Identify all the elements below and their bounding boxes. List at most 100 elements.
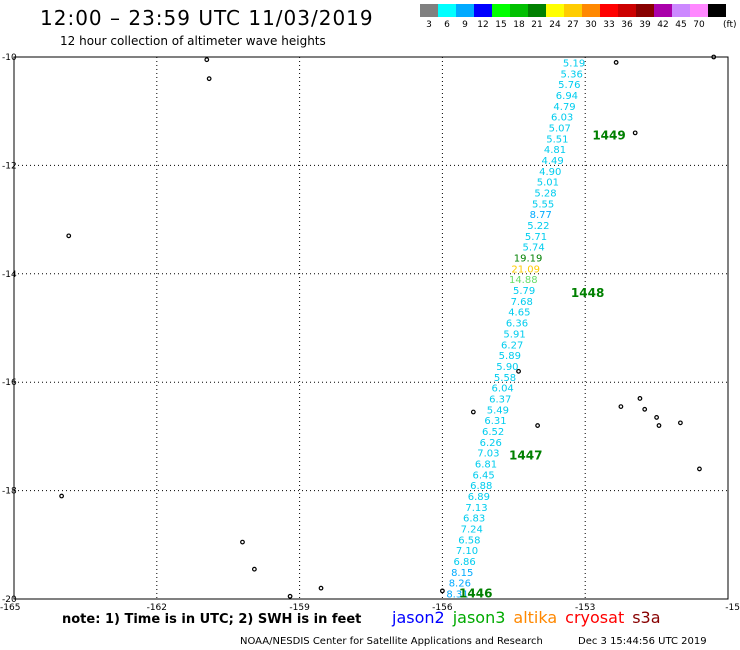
island-outline — [642, 406, 648, 412]
swh-value: 5.74 — [522, 243, 544, 254]
satellite-legend: jason2 jason3 altika cryosat s3a — [392, 608, 669, 627]
pass-number-label: 1449 — [592, 129, 625, 143]
lat-tick-label: -10 — [2, 53, 17, 63]
swh-value: 6.89 — [468, 492, 490, 503]
swh-value: 5.36 — [561, 69, 583, 80]
swh-value: 6.83 — [463, 514, 485, 525]
swh-value: 6.31 — [484, 416, 506, 427]
legend-swatch: 30 — [582, 4, 600, 30]
island-outline — [440, 588, 445, 594]
swh-value: 21.09 — [511, 264, 540, 275]
island-outline — [251, 566, 257, 572]
legend-swatch: 18 — [510, 4, 528, 30]
swh-value: 7.24 — [461, 525, 483, 536]
legend-swatch: 12 — [474, 4, 492, 30]
island-outline — [678, 420, 683, 426]
swh-value: 6.45 — [472, 470, 494, 481]
credit-line: NOAA/NESDIS Center for Satellite Applica… — [240, 636, 543, 647]
lat-tick-label: -12 — [2, 161, 17, 171]
legend-swatch: 24 — [546, 4, 564, 30]
legend-swatch — [708, 4, 726, 17]
legend-swatch: 9 — [456, 4, 474, 30]
swh-value: 4.81 — [544, 145, 566, 156]
swh-value: 5.19 — [563, 58, 585, 69]
lat-tick-label: -20 — [2, 595, 17, 605]
island-outline — [711, 54, 717, 60]
swh-value: 6.88 — [470, 481, 492, 492]
swh-value: 5.79 — [513, 286, 535, 297]
swh-value: 5.07 — [549, 123, 571, 134]
swh-value: 5.91 — [503, 329, 525, 340]
island-outline — [637, 396, 643, 401]
legend-label: 39 — [639, 20, 651, 30]
swh-value: 4.90 — [539, 167, 561, 178]
swh-value: 5.90 — [496, 362, 518, 373]
swh-value: 8.26 — [449, 579, 471, 590]
pass-number-label: 1447 — [509, 448, 542, 462]
legend-label: 24 — [549, 20, 561, 30]
legend-label: 6 — [444, 20, 450, 30]
lon-tick-label: -165 — [0, 603, 20, 613]
swh-value: 7.10 — [456, 546, 478, 557]
legend-swatch: 45 — [672, 4, 690, 30]
map-subtitle: 12 hour collection of altimeter wave hei… — [60, 34, 326, 48]
legend-label: 36 — [621, 20, 633, 30]
satellite-name: jason3 — [452, 608, 506, 627]
island-outline — [240, 539, 245, 545]
swh-value: 8.77 — [530, 210, 552, 221]
swh-value: 8.31 — [446, 590, 468, 601]
legend-swatch: 6 — [438, 4, 456, 30]
swh-value: 5.55 — [532, 199, 554, 210]
map-title: 12:00 – 23:59 UTC 11/03/2019 — [40, 6, 374, 30]
map-frame — [13, 56, 729, 600]
legend-label: 3 — [426, 20, 432, 30]
swh-value: 5.51 — [546, 134, 568, 145]
satellite-name: jason2 — [392, 608, 445, 627]
swh-value: 6.94 — [556, 91, 578, 102]
swh-track: 5.195.365.766.944.796.035.075.514.814.49… — [446, 58, 585, 600]
swh-value: 6.04 — [492, 384, 514, 395]
swh-value: 4.49 — [542, 156, 564, 167]
graticule — [14, 57, 728, 599]
footer-note: note: 1) Time is in UTC; 2) SWH is in fe… — [62, 612, 362, 627]
legend-label: 42 — [657, 20, 669, 30]
swh-value: 6.37 — [489, 394, 511, 405]
swh-value: 7.03 — [477, 449, 499, 460]
legend-label: 45 — [675, 20, 687, 30]
legend-label: 70 — [693, 20, 705, 30]
legend-label: 15 — [495, 20, 507, 30]
lon-tick-label: -153 — [575, 603, 595, 613]
legend-swatch: 39 — [636, 4, 654, 30]
swh-value: 6.03 — [551, 113, 573, 124]
swh-value: 5.22 — [527, 221, 549, 232]
legend-unit: (ft) — [723, 20, 737, 30]
swh-value: 5.89 — [499, 351, 521, 362]
islands — [59, 54, 717, 599]
island-outline — [318, 585, 324, 591]
legend-swatch: 36 — [618, 4, 636, 30]
legend-label: 33 — [603, 20, 615, 30]
swh-value: 7.68 — [511, 297, 533, 308]
swh-value: 4.65 — [508, 308, 530, 319]
swh-value: 6.26 — [480, 438, 502, 449]
swh-value: 6.86 — [453, 557, 475, 568]
swh-value: 5.71 — [525, 232, 547, 243]
island-outline — [654, 415, 659, 420]
island-outline — [618, 404, 624, 409]
legend-swatch: 21 — [528, 4, 546, 30]
island-outline — [66, 233, 72, 239]
island-outline — [613, 60, 619, 65]
lon-tick-label: -159 — [289, 603, 310, 613]
lon-tick-label: -156 — [432, 603, 453, 613]
legend-swatch: 33 — [600, 4, 618, 30]
color-legend: 3 6 9 12 15 18 21 24 27 30 33 36 39 42 45 70 — [420, 4, 726, 30]
island-outline — [516, 368, 521, 374]
swh-value: 7.13 — [465, 503, 487, 514]
legend-label: 21 — [531, 20, 543, 30]
pass-number-label: 1448 — [571, 286, 604, 300]
swh-value: 5.49 — [487, 405, 509, 416]
island-outline — [470, 409, 476, 415]
swh-value: 6.81 — [475, 460, 497, 471]
swh-value: 5.01 — [537, 178, 559, 189]
